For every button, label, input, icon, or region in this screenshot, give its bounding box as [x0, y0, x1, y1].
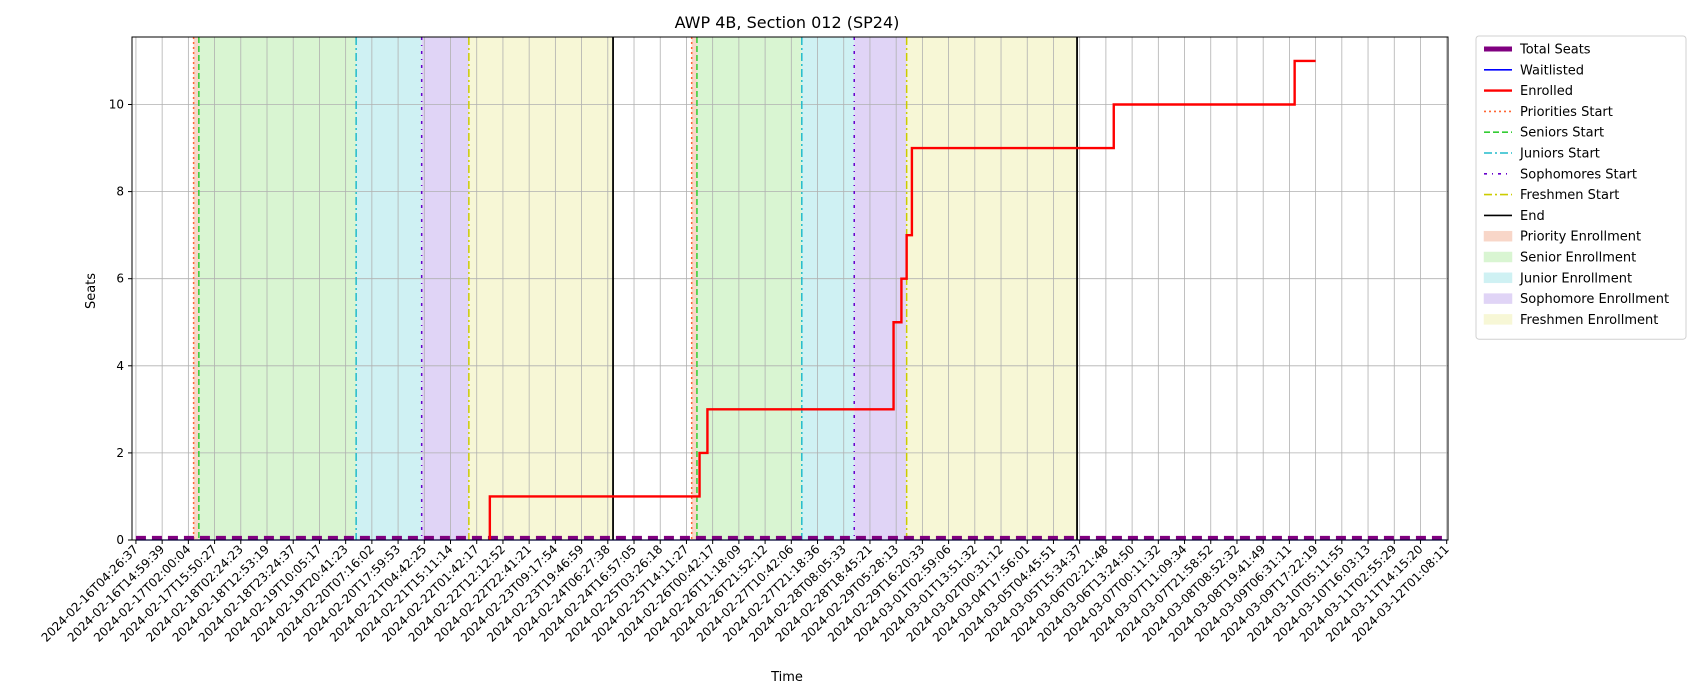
shaded-region: [421, 37, 469, 540]
shaded-regions: [193, 37, 1078, 540]
shaded-region: [198, 37, 357, 540]
phase-lines: [192, 37, 1078, 540]
shaded-region: [691, 37, 697, 540]
shaded-region: [801, 37, 855, 540]
y-axis-ticks: 0 2 4 6 8 10: [109, 98, 132, 547]
plot-frame: [131, 36, 1449, 541]
shaded-region: [696, 37, 802, 540]
legend-label: Waitlisted: [1520, 63, 1584, 78]
legend-label: Total Seats: [1519, 43, 1591, 58]
legend-label: Freshmen Start: [1520, 188, 1619, 203]
legend-swatch: [1483, 272, 1513, 284]
legend-swatch: [1483, 314, 1513, 325]
y-tick-label: 10: [109, 98, 124, 112]
legend-label: Freshmen Enrollment: [1520, 313, 1658, 328]
legend-swatch: [1483, 251, 1513, 263]
y-tick-label: 2: [116, 446, 124, 460]
legend-swatch: [1483, 230, 1513, 242]
y-tick-label: 6: [116, 272, 124, 286]
legend-label: Seniors Start: [1520, 126, 1604, 141]
legend-label: Junior Enrollment: [1519, 271, 1632, 286]
y-tick-label: 8: [116, 185, 124, 199]
shaded-region: [906, 37, 1078, 540]
chart-title: AWP 4B, Section 012 (SP24): [675, 13, 900, 32]
x-axis-label: Time: [770, 670, 803, 685]
legend-label: Sophomores Start: [1520, 167, 1637, 182]
legend-label: Sophomore Enrollment: [1520, 292, 1669, 307]
x-axis-ticks: 2024-02-16T04:26:372024-02-16T14:59:3920…: [39, 540, 1452, 645]
shaded-region: [468, 37, 614, 540]
y-tick-label: 0: [116, 533, 124, 547]
legend: Total Seats Waitlisted Enrolled Priorities …: [1475, 35, 1687, 340]
legend-label: Juniors Start: [1519, 147, 1600, 162]
legend-label: Priority Enrollment: [1520, 230, 1641, 245]
legend-label: Senior Enrollment: [1520, 251, 1636, 266]
shaded-region: [193, 37, 199, 540]
y-axis-label: Seats: [84, 273, 99, 309]
grid: [132, 37, 1448, 541]
y-tick-label: 4: [116, 359, 124, 373]
legend-label: End: [1520, 209, 1545, 224]
legend-box: [1475, 35, 1687, 340]
shaded-region: [854, 37, 907, 540]
legend-label: Enrolled: [1520, 84, 1573, 99]
legend-swatch: [1483, 293, 1513, 304]
series-line: [488, 59, 1316, 540]
shaded-region: [356, 37, 422, 540]
legend-label: Priorities Start: [1520, 105, 1613, 120]
